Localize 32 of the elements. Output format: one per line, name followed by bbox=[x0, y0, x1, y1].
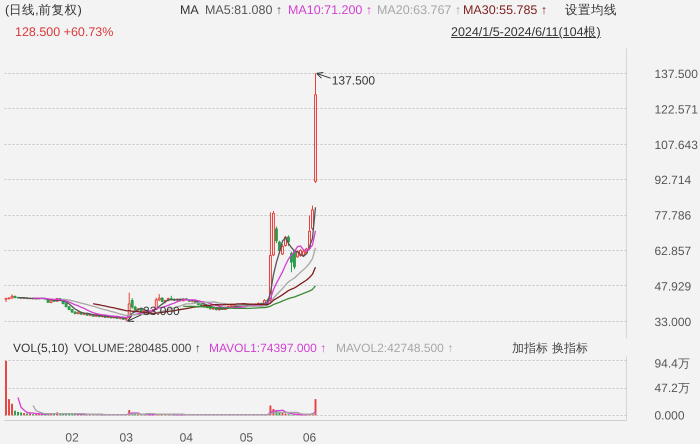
text: MA10:71.200 ↑ bbox=[288, 3, 372, 18]
y-tick-label: 47.2万 bbox=[654, 381, 690, 396]
text: 换指标 bbox=[552, 341, 588, 356]
chart-title: VOL(5,10) bbox=[13, 341, 68, 356]
text: MAVOL2:42748.500 ↑ bbox=[336, 341, 454, 356]
chart-subtitle: 2024/1/5-2024/6/11(104根) bbox=[451, 25, 601, 40]
y-tick-label: 137.500 bbox=[654, 66, 698, 81]
chart-title: (日线,前复权) bbox=[5, 3, 82, 18]
y-tick-label: 33.000 bbox=[654, 314, 692, 329]
y-tick-label: 122.571 bbox=[654, 102, 698, 116]
text: MA20:63.767 ↑ bbox=[377, 3, 462, 18]
y-tick-label: 62.857 bbox=[654, 244, 692, 258]
text: 设置均线 bbox=[565, 3, 617, 18]
y-tick-label: 77.786 bbox=[654, 208, 692, 223]
x-tick-label: 03 bbox=[120, 430, 134, 444]
x-tick-label: 05 bbox=[240, 430, 254, 444]
x-tick-label: 04 bbox=[180, 430, 194, 444]
y-tick-label: 94.4万 bbox=[654, 356, 690, 370]
text: 加指标 bbox=[512, 341, 548, 356]
annotation: 137.500 bbox=[332, 73, 376, 88]
legend-title: MA bbox=[180, 3, 199, 18]
text: MAVOL1:74397.000 ↑ bbox=[209, 341, 326, 356]
x-tick-label: 06 bbox=[302, 430, 316, 444]
y-tick-label: 0.000 bbox=[654, 408, 685, 422]
y-tick-label: 92.714 bbox=[654, 173, 692, 188]
text: 128.500 +60.73% bbox=[15, 25, 114, 40]
text: MA5:81.080 ↑ bbox=[205, 3, 282, 18]
y-tick-label: 47.929 bbox=[654, 279, 692, 294]
y-tick-label: 107.643 bbox=[654, 138, 698, 152]
x-tick-label: 02 bbox=[65, 430, 80, 444]
text: MA30:55.785 ↑ bbox=[463, 3, 548, 18]
text: VOLUME:280485.000 ↑ bbox=[74, 341, 201, 356]
